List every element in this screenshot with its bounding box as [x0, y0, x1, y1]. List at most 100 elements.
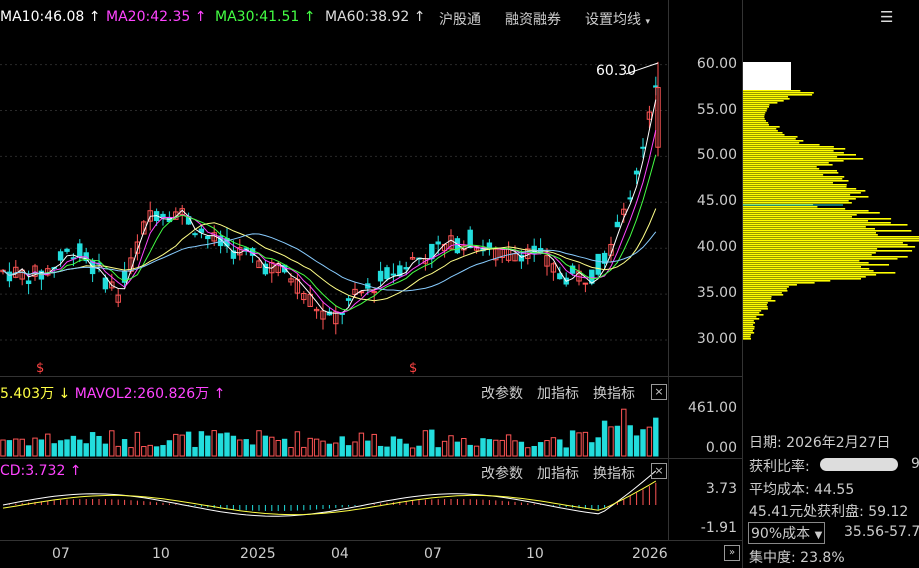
volume-add-indicator-button[interactable]: 加指标 — [537, 386, 579, 402]
volume-bar — [38, 439, 45, 457]
chip-bar — [743, 160, 844, 162]
margin-menu[interactable]: 融资融券 — [505, 12, 561, 28]
candle-body — [550, 263, 557, 273]
candle-body — [141, 221, 147, 235]
chip-bar — [743, 206, 818, 208]
macd-add-indicator-button[interactable]: 加指标 — [537, 466, 579, 482]
settings-menu[interactable]: 设置均线 ▾ — [585, 12, 650, 28]
volume-bar — [576, 432, 582, 457]
ma-legend-bar: MA10:46.08 ↑ MA20:42.35 ↑ MA30:41.51 ↑ M… — [0, 0, 670, 34]
x-axis-label: 07 — [52, 546, 70, 562]
volume-bar — [307, 437, 313, 457]
volume-bar — [6, 440, 13, 457]
chip-bar — [743, 142, 800, 144]
chip-bar — [743, 298, 772, 300]
chip-bar — [743, 314, 764, 316]
chip-bar — [743, 148, 846, 150]
volume-bar — [0, 439, 6, 457]
chip-bar — [743, 200, 849, 202]
volume-swap-indicator-button[interactable]: 换指标 — [593, 386, 635, 402]
macd-close-icon[interactable]: × — [651, 463, 667, 479]
volume-bar — [230, 435, 237, 457]
chip-bar — [743, 102, 778, 104]
ma10-label: MA10:46.08 ↑ — [0, 9, 101, 25]
chip-bar — [743, 282, 815, 284]
volume-param-button[interactable]: 改参数 — [481, 386, 523, 402]
chip-bar — [743, 294, 784, 296]
price-axis-label: 30.00 — [696, 331, 737, 347]
chip-bar — [743, 318, 760, 320]
chip-bar — [743, 192, 861, 194]
chip-bar — [743, 140, 804, 142]
candle-body — [57, 251, 64, 261]
candle-body — [557, 273, 563, 280]
chip-bar — [743, 256, 908, 258]
volume-bar — [96, 435, 102, 457]
scroll-right-icon[interactable]: » — [724, 545, 740, 561]
volume-bar — [473, 445, 480, 457]
event-marker: $ — [409, 361, 417, 376]
volume-bar — [224, 432, 230, 457]
chip-bar — [743, 308, 768, 310]
chip-bar — [743, 230, 912, 232]
macd-swap-indicator-button[interactable]: 换指标 — [593, 466, 635, 482]
volume-bar — [128, 447, 134, 457]
candle-body — [64, 248, 70, 252]
chip-bar — [743, 92, 814, 94]
candle-body — [518, 254, 525, 262]
chip-bar-white — [743, 62, 791, 90]
chip-bar — [743, 228, 875, 230]
chip-bar — [743, 146, 834, 148]
chip-bar — [743, 222, 891, 224]
chip-bar — [743, 130, 778, 132]
chip-bar — [743, 290, 788, 292]
volume-close-icon[interactable]: × — [651, 384, 667, 400]
ma30-line — [2, 154, 657, 311]
macd-param-button[interactable]: 改参数 — [481, 466, 523, 482]
volume-bar — [582, 431, 589, 457]
cost-select[interactable]: 90%成本 ▼ — [748, 522, 826, 544]
chip-bar — [743, 190, 866, 192]
volume-bar — [134, 431, 141, 457]
volume-bar — [601, 420, 608, 457]
chip-bar — [743, 264, 890, 266]
profit-ratio-row: 获利比率: — [749, 459, 810, 475]
chip-bar — [743, 330, 753, 332]
volume-bar — [70, 435, 77, 457]
chip-bar — [743, 292, 782, 294]
volume-bar — [339, 436, 345, 457]
volume-bar — [557, 439, 563, 457]
volume-bar — [441, 440, 448, 457]
volume-bar — [115, 445, 121, 457]
chip-bar — [743, 244, 908, 246]
chip-bar — [743, 334, 751, 336]
toolbar-icon[interactable]: ☰ — [880, 8, 894, 26]
volume-bar — [313, 438, 320, 457]
macd-dif-line — [2, 470, 657, 517]
chip-bar — [743, 224, 908, 226]
chip-bar — [743, 288, 787, 290]
candlestick-chart[interactable]: $ $ — [0, 0, 742, 568]
volume-bar — [467, 444, 473, 457]
chip-bar — [743, 240, 919, 242]
chip-bar — [743, 246, 916, 248]
chip-bar — [743, 302, 768, 304]
chip-bar — [743, 252, 876, 254]
candle-body — [595, 253, 601, 275]
candle-body — [409, 257, 416, 260]
chip-bar — [743, 280, 831, 282]
hgt-menu[interactable]: 沪股通 — [439, 12, 481, 28]
candle-body — [160, 213, 166, 218]
candle-body — [377, 270, 384, 282]
candle-body — [653, 85, 659, 88]
chip-bar — [743, 236, 919, 238]
volume-bar — [64, 439, 70, 457]
volume-bar — [301, 446, 307, 457]
chip-bar — [743, 322, 756, 324]
chip-bar — [743, 150, 834, 152]
volume-bar — [550, 437, 557, 457]
profit-at-price-row: 45.41元处获利盘: 59.12 — [749, 504, 909, 520]
chip-bar — [743, 208, 846, 210]
volume-bar — [429, 429, 435, 457]
volume-bar — [345, 445, 352, 457]
